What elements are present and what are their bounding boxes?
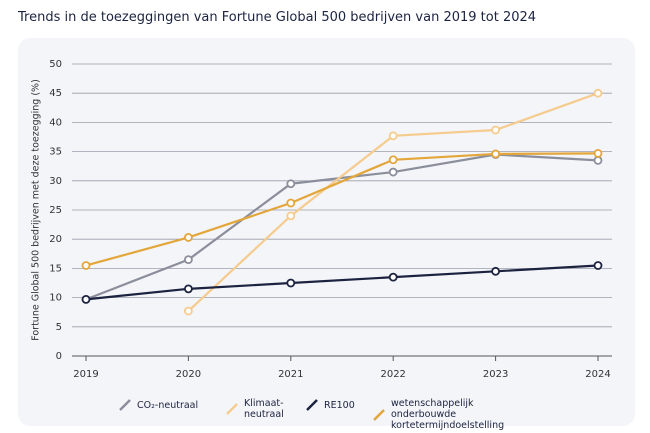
data-point xyxy=(286,198,296,208)
data-point xyxy=(593,88,603,98)
legend-swatch xyxy=(226,403,238,415)
data-point xyxy=(388,272,398,282)
legend-swatch xyxy=(373,408,385,421)
data-point xyxy=(286,179,296,189)
y-axis-label: Fortune Global 500 bedrijven met deze to… xyxy=(31,79,42,341)
data-point xyxy=(183,284,193,294)
legend-item: wetenschappelijk onderbouwde kortetermij… xyxy=(372,398,511,431)
legend-item: RE100 xyxy=(305,398,355,412)
y-tick-label: 25 xyxy=(49,205,62,216)
data-point xyxy=(81,261,91,270)
y-tick-label: 5 xyxy=(56,322,62,333)
y-tick-label: 0 xyxy=(56,351,62,362)
legend-line xyxy=(306,399,318,411)
series-line xyxy=(85,152,599,267)
data-point xyxy=(388,155,398,165)
x-tick-label: 2022 xyxy=(380,369,405,380)
data-point xyxy=(491,149,501,159)
data-point xyxy=(388,131,398,141)
legend-swatch xyxy=(119,399,131,411)
data-point xyxy=(286,278,296,288)
x-tick-label: 2021 xyxy=(278,369,303,380)
legend-line xyxy=(226,403,238,415)
data-point xyxy=(286,211,296,221)
data-point xyxy=(593,261,603,270)
y-tick-label: 40 xyxy=(49,117,62,128)
legend-item: Klimaat-neutraal xyxy=(225,398,294,420)
y-tick-label: 20 xyxy=(49,234,62,245)
y-tick-label: 45 xyxy=(49,88,62,99)
y-tick-label: 35 xyxy=(49,147,62,158)
data-point xyxy=(183,306,193,316)
chart-title: Trends in de toezeggingen van Fortune Gl… xyxy=(18,10,537,25)
legend-label: CO₂-neutraal xyxy=(137,399,199,411)
legend-line xyxy=(373,408,385,421)
legend-label: wetenschappelijk onderbouwde kortetermij… xyxy=(391,398,505,431)
panel xyxy=(18,38,635,426)
data-point xyxy=(388,167,398,177)
series-line xyxy=(85,153,599,301)
legend-item: CO₂-neutraal xyxy=(118,398,198,412)
data-point xyxy=(183,233,193,242)
series-line xyxy=(85,264,599,301)
y-tick-label: 50 xyxy=(49,59,62,70)
y-tick-label: 30 xyxy=(49,176,62,187)
x-tick-label: 2024 xyxy=(585,369,610,380)
y-tick-label: 10 xyxy=(49,293,62,304)
y-tick-label: 15 xyxy=(49,263,62,274)
data-point xyxy=(593,155,603,165)
data-point xyxy=(81,294,91,304)
x-tick-label: 2023 xyxy=(483,369,508,380)
data-point xyxy=(593,148,603,158)
data-point xyxy=(491,266,501,276)
legend-label: Klimaat-neutraal xyxy=(244,398,284,420)
data-point xyxy=(183,255,193,265)
data-point xyxy=(491,125,501,135)
legend-label: RE100 xyxy=(324,399,355,411)
x-tick-label: 2019 xyxy=(73,369,98,380)
legend-swatch xyxy=(306,399,318,411)
legend-line xyxy=(119,399,131,411)
x-tick-label: 2020 xyxy=(176,369,201,380)
